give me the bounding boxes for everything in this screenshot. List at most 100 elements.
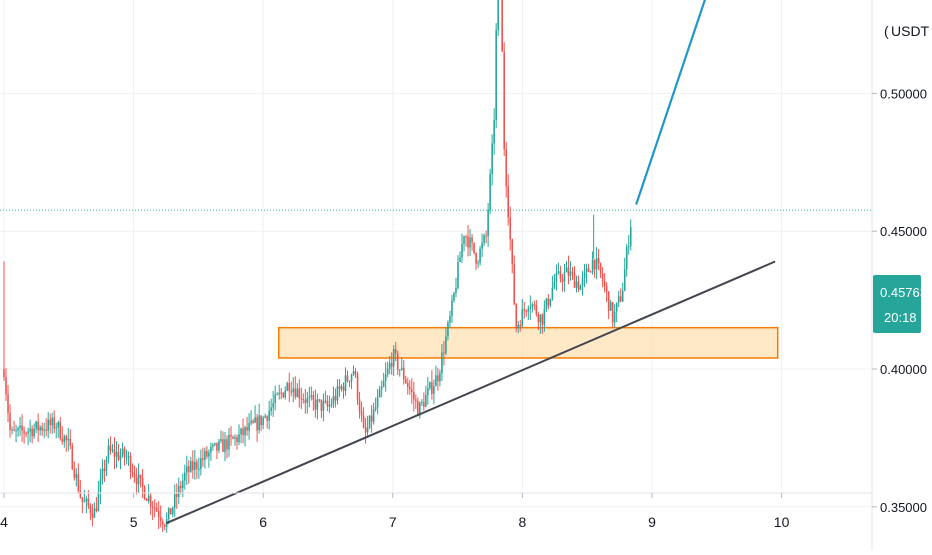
- candle-body: [368, 415, 371, 428]
- candle-body: [423, 401, 425, 407]
- candle-body: [429, 382, 431, 389]
- candle-body: [216, 442, 218, 451]
- candle-body: [218, 441, 220, 451]
- candle-body: [581, 277, 584, 286]
- candle-body: [553, 281, 556, 288]
- candle-body: [302, 399, 305, 401]
- candle-body: [509, 217, 512, 240]
- candle-body: [455, 288, 457, 294]
- projection-arrow-shaft[interactable]: [635, 0, 740, 205]
- support-zone-rect[interactable]: [278, 326, 779, 359]
- candle-body: [473, 242, 475, 253]
- candle-body: [505, 148, 507, 187]
- candle-body: [97, 491, 100, 511]
- candle-body: [406, 383, 409, 387]
- candle-body: [617, 296, 620, 303]
- candle-body: [282, 392, 285, 398]
- x-tick-label: 8: [519, 514, 527, 530]
- y-tick-label: 0.35000: [880, 500, 927, 515]
- candle-body: [543, 308, 546, 325]
- candle-body: [149, 495, 152, 507]
- candle-body: [252, 420, 254, 423]
- candle-body: [113, 449, 116, 457]
- currency-label[interactable]: ( USDT: [884, 23, 930, 39]
- candle-body: [415, 399, 417, 402]
- candle-body: [210, 446, 212, 453]
- x-tick-label: 9: [648, 514, 656, 530]
- candle-body: [497, 0, 499, 31]
- candle-body: [615, 302, 618, 312]
- candle-body: [549, 298, 552, 306]
- trendline[interactable]: [165, 260, 776, 525]
- candle-body: [513, 264, 516, 305]
- candle-body: [131, 472, 134, 474]
- candle-body: [587, 268, 590, 272]
- candle-body: [23, 430, 25, 434]
- time-axis[interactable]: 4 5 6 7 8 9 10: [0, 493, 790, 530]
- candle-body: [27, 431, 29, 434]
- candle-body: [386, 368, 389, 375]
- candle-body: [378, 389, 381, 398]
- candle-body: [585, 268, 588, 273]
- grid: [0, 0, 871, 508]
- candle-body: [224, 439, 226, 452]
- candle-body: [200, 458, 202, 469]
- countdown-label: 20:18: [884, 310, 917, 325]
- candle-body: [109, 445, 112, 451]
- candle-body: [312, 395, 315, 400]
- candle-body: [175, 494, 178, 497]
- candle-body: [326, 400, 329, 407]
- candle-body: [437, 375, 439, 382]
- support-zone[interactable]: [278, 326, 779, 359]
- candle-body: [525, 310, 528, 312]
- candle-body: [595, 258, 598, 270]
- candle-body: [489, 173, 491, 210]
- candle-body: [220, 439, 222, 442]
- candle-body: [364, 427, 367, 433]
- candle-body: [535, 304, 538, 315]
- projection-arrow[interactable]: [635, 0, 742, 205]
- candle-body: [55, 427, 58, 429]
- candle-body: [541, 314, 544, 325]
- candle-body: [483, 235, 485, 243]
- candle-body: [623, 269, 626, 291]
- candle-body: [59, 421, 62, 439]
- candle-body: [322, 401, 325, 411]
- candle-body: [591, 259, 594, 273]
- candle-body: [485, 235, 487, 237]
- candle-body: [501, 0, 503, 52]
- candle-body: [565, 267, 568, 273]
- candle-body: [11, 429, 13, 431]
- candle-body: [25, 433, 27, 435]
- x-tick-label: 7: [389, 514, 397, 530]
- candle-body: [419, 402, 421, 416]
- candle-body: [169, 508, 172, 515]
- candle-body: [35, 421, 37, 429]
- candle-body: [236, 437, 238, 443]
- candle-body: [105, 459, 108, 472]
- candle-body: [246, 427, 248, 431]
- candle-body: [115, 451, 118, 457]
- candle-body: [163, 524, 166, 527]
- last-price-badge-bg: [873, 275, 921, 333]
- candle-body: [463, 236, 465, 244]
- candle-body: [206, 451, 208, 457]
- candle-body: [181, 480, 184, 489]
- candle-body: [119, 455, 122, 460]
- candle-body: [457, 261, 459, 289]
- candle-body: [471, 237, 473, 243]
- candle-body: [328, 404, 331, 407]
- price-axis[interactable]: 0.350000.400000.450000.500000.550000.600…: [872, 0, 927, 515]
- candle-body: [73, 469, 76, 478]
- candle-body: [69, 438, 72, 446]
- candle-body: [625, 247, 628, 270]
- x-tick-label: 6: [259, 514, 267, 530]
- candle-body: [280, 392, 283, 394]
- trendline-stroke[interactable]: [165, 260, 776, 525]
- candle-body: [103, 468, 106, 472]
- candle-body: [396, 353, 399, 370]
- candle-body: [324, 400, 327, 402]
- candle-body: [417, 401, 419, 416]
